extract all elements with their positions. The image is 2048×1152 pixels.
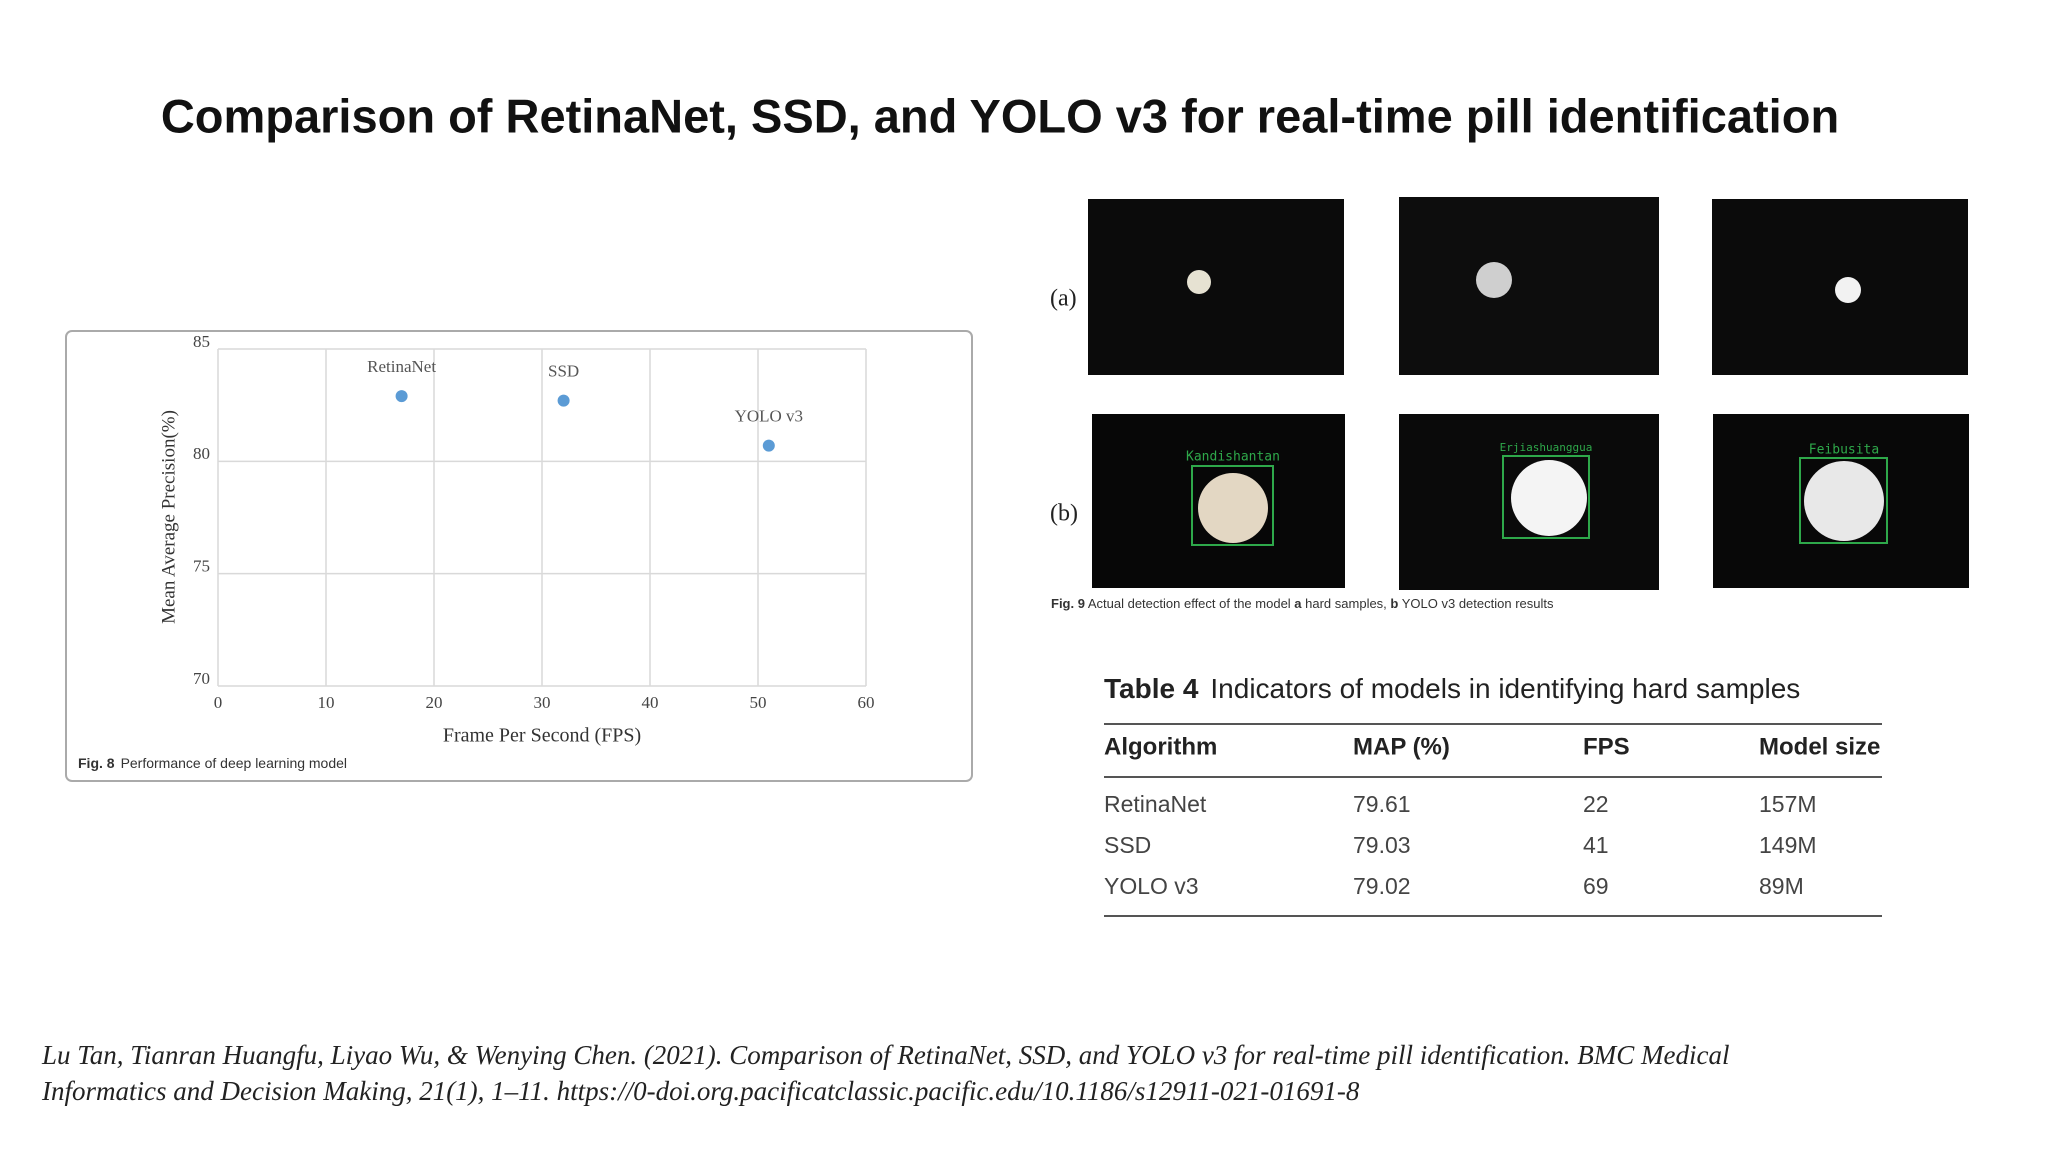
- citation: Lu Tan, Tianran Huangfu, Liyao Wu, & Wen…: [41, 1040, 1729, 1070]
- table-header: MAP (%): [1353, 733, 1450, 760]
- x-tick-label: 30: [534, 693, 551, 712]
- table: Algorithm MAP (%) FPS Model size RetinaNet 79…: [1104, 733, 1880, 899]
- image-panel: [1088, 199, 1344, 375]
- caption-part: a: [1294, 596, 1302, 611]
- pill: [1476, 262, 1512, 298]
- table-cell: 69: [1583, 873, 1609, 899]
- x-tick-label: 10: [318, 693, 335, 712]
- pill: [1187, 270, 1211, 294]
- x-tick-label: 20: [426, 693, 443, 712]
- detection-box: [1191, 465, 1274, 546]
- table-cell: 79.03: [1353, 832, 1411, 858]
- x-tick-label: 60: [858, 693, 875, 712]
- figure-frame: [65, 330, 973, 782]
- table-cell: 149M: [1759, 832, 1817, 858]
- caption-part: b: [1390, 596, 1398, 611]
- pill: [1804, 461, 1884, 541]
- table-cell: RetinaNet: [1104, 791, 1207, 817]
- point-label: YOLO v3: [735, 407, 803, 426]
- table-cell: 22: [1583, 791, 1609, 817]
- caption-text: Performance of deep learning model: [121, 755, 347, 771]
- x-axis-label: Frame Per Second (FPS): [443, 725, 641, 747]
- table-caption: Table 4 Indicators of models in identifyi…: [1104, 673, 1800, 704]
- pill: [1511, 460, 1587, 536]
- slide-title: Comparison of RetinaNet, SSD, and YOLO v…: [161, 89, 1839, 142]
- table-cell: YOLO v3: [1104, 873, 1199, 899]
- detection-box: [1799, 457, 1888, 544]
- detection-label: Kandishantan: [1186, 450, 1280, 465]
- table-cell: 41: [1583, 832, 1609, 858]
- point: [395, 390, 408, 403]
- table-cell: SSD: [1104, 832, 1151, 858]
- table-header: Algorithm: [1104, 733, 1217, 760]
- y-tick-label: 70: [193, 669, 210, 688]
- detection-box: [1502, 455, 1590, 539]
- y-tick-label: 75: [193, 557, 210, 576]
- table-cell: 79.02: [1353, 873, 1411, 899]
- detection-label: Erjiashuanggua: [1500, 441, 1593, 454]
- point: [557, 394, 570, 407]
- row-label: (b): [1050, 501, 1078, 527]
- y-axis-label: Mean Average Precision(%): [158, 410, 179, 624]
- table-label: Table 4: [1104, 673, 1199, 704]
- x-tick-label: 0: [214, 693, 223, 712]
- y-tick-label: 80: [193, 444, 210, 463]
- point-label: RetinaNet: [367, 357, 436, 376]
- pill: [1835, 277, 1861, 303]
- detection-label: Feibusita: [1809, 443, 1879, 458]
- caption-label: Fig. 8: [78, 755, 115, 771]
- x-tick-label: 50: [750, 693, 767, 712]
- citation: Informatics and Decision Making, 21(1), …: [41, 1076, 1360, 1106]
- row-label: (a): [1050, 286, 1077, 312]
- table-title: Indicators of models in identifying hard…: [1210, 673, 1800, 704]
- scatter-chart: 70 75 80 85 0 10 20 30 40 50 60 Frame Per Second (F…: [78, 332, 875, 771]
- table-header: FPS: [1583, 733, 1630, 760]
- table-cell: 157M: [1759, 791, 1817, 817]
- detection-images: Kandishantan Erjiashuanggua Feibusita: [1088, 197, 1969, 590]
- caption-part: hard samples,: [1302, 596, 1391, 611]
- y-tick-label: 85: [193, 332, 210, 351]
- pill: [1198, 473, 1268, 543]
- point: [762, 439, 775, 452]
- caption-part: YOLO v3 detection results: [1398, 596, 1554, 611]
- caption-part: Actual detection effect of the model: [1085, 596, 1294, 611]
- image-panel: [1399, 197, 1659, 375]
- table-cell: 79.61: [1353, 791, 1411, 817]
- figure-caption: Fig. 8 Performance of deep learning model: [78, 755, 347, 771]
- point-label: SSD: [548, 362, 579, 381]
- figure-caption: Fig. 9 Actual detection effect of the mo…: [1051, 596, 1554, 611]
- x-tick-label: 40: [642, 693, 659, 712]
- caption-part: Fig. 9: [1051, 596, 1085, 611]
- table-header: Model size: [1759, 733, 1880, 760]
- table-cell: 89M: [1759, 873, 1804, 899]
